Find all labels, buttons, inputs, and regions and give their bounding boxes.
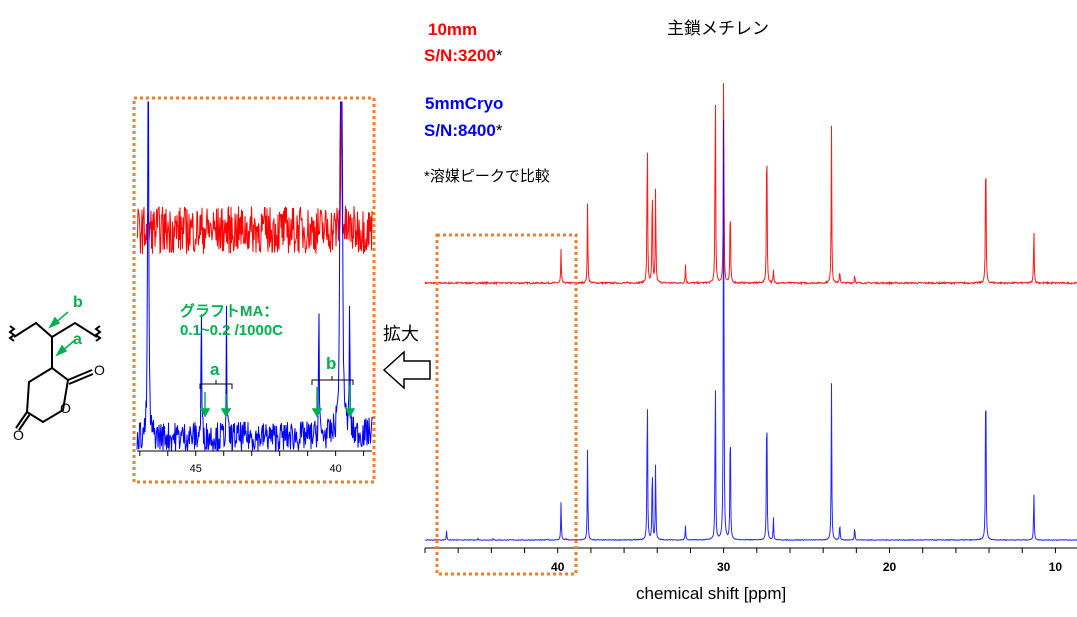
x-tick-label: 20 <box>883 560 897 574</box>
asterisk: * <box>495 46 503 65</box>
maleic-anhydride-structure <box>8 321 102 431</box>
x-axis-label: chemical shift [ppm] <box>636 584 787 603</box>
sample1-sn-value: S/N:3200 <box>424 46 496 65</box>
inset-annotations <box>199 376 354 389</box>
zoom-label: 拡大 <box>383 324 419 344</box>
left-arrow-icon <box>382 350 431 390</box>
structure-a-label: a <box>73 331 82 348</box>
x-tick-label: 10 <box>1049 560 1063 574</box>
sample1-name: 10mm <box>428 20 478 39</box>
inset-tick-label: 40 <box>330 463 342 475</box>
inset-spectrum-5mmCryo <box>136 101 373 453</box>
sample2-sn: S/N:8400* <box>424 121 502 141</box>
main-chain-label: 主鎖メチレン <box>667 19 769 38</box>
oxygen-1: O <box>94 362 105 378</box>
graft-ma-value: 0.1~0.2 /1000C <box>180 322 284 339</box>
main-x-axis: 40 30 20 10 <box>424 547 1077 574</box>
x-tick-label: 30 <box>717 560 731 574</box>
asterisk: * <box>495 121 503 140</box>
inset-tick-label: 45 <box>190 463 202 475</box>
inset-box <box>132 96 376 484</box>
spectrum-10mm <box>424 83 1077 286</box>
peak-a-label: a <box>210 360 220 379</box>
structure-b-label: b <box>73 294 83 311</box>
peak-b-label: b <box>326 354 337 373</box>
sample1-sn: S/N:3200* <box>424 46 502 66</box>
spectrum-5mmCryo <box>424 119 1077 542</box>
oxygen-3: O <box>13 427 24 443</box>
inset-x-axis: 45 40 <box>137 450 372 475</box>
sample2-sn-value: S/N:8400 <box>424 121 496 140</box>
green-arrows <box>48 311 356 418</box>
x-tick-label: 40 <box>551 560 565 574</box>
zoom-region-box <box>435 233 578 576</box>
footnote: *溶媒ピークで比較 <box>424 168 550 185</box>
sample2-name: 5mmCryo <box>425 94 504 113</box>
graft-ma-label: グラフトMA： <box>180 303 279 320</box>
oxygen-2: O <box>60 400 71 416</box>
inset-spectrum-10mm <box>136 101 373 255</box>
